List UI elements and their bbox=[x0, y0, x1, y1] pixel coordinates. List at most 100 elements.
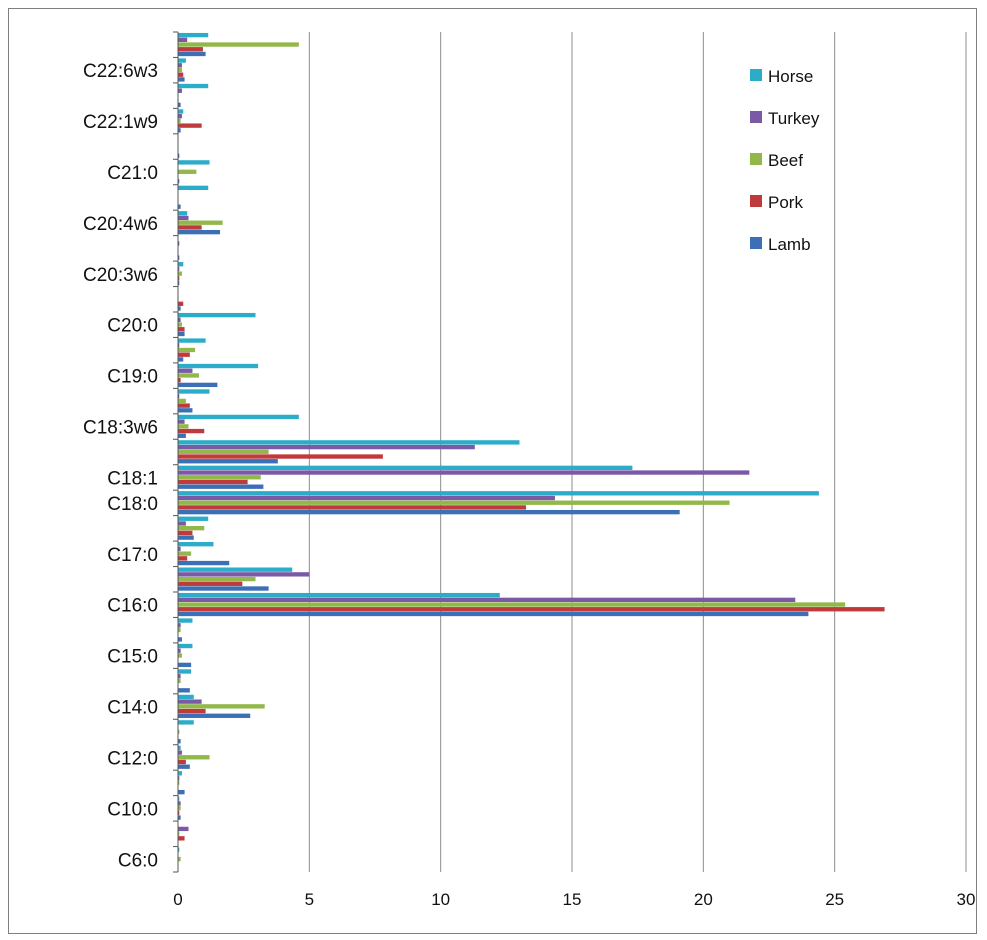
bar-lamb-c17-0 bbox=[178, 560, 230, 566]
bar-pork-c22-1w9 bbox=[178, 123, 202, 128]
bar-turkey-c18-3w6 bbox=[178, 419, 185, 424]
bar-turkey-c22-6w3 bbox=[178, 63, 182, 68]
bar-turkey-c14-0 bbox=[178, 699, 202, 704]
bar-beef-c15-1 bbox=[178, 627, 181, 633]
bar-lamb-c16-1 bbox=[178, 586, 269, 591]
bar-lamb-c20-0 bbox=[178, 331, 185, 337]
bar-horse-c20-4w6 bbox=[178, 211, 188, 216]
category-label-c19-0: C19:0 bbox=[107, 367, 158, 388]
bar-horse-c22-1w9 bbox=[178, 109, 184, 114]
category-label-c10-0: C10:0 bbox=[107, 799, 158, 820]
gridlines bbox=[308, 32, 967, 872]
bar-beef-c20-3w6 bbox=[178, 271, 182, 276]
bar-pork-c20-3w6 bbox=[178, 276, 180, 281]
category-label-c18-0: C18:0 bbox=[107, 494, 158, 515]
bar-lamb-c18-1 bbox=[178, 484, 264, 489]
bar-pork-c18-0 bbox=[178, 505, 527, 510]
bar-lamb-c22-5w3 bbox=[178, 51, 206, 57]
category-label-c15-0: C15:0 bbox=[107, 647, 158, 668]
bar-horse-c13-0 bbox=[178, 720, 194, 725]
legend-label-lamb: Lamb bbox=[768, 235, 811, 254]
bar-beef-c16-0 bbox=[178, 602, 846, 607]
bar-pork-c18-1 bbox=[178, 479, 248, 485]
bar-beef-c12-0 bbox=[178, 755, 210, 760]
bar-turkey-c20-2 bbox=[178, 241, 180, 246]
x-tick-label-20: 20 bbox=[694, 890, 713, 909]
bar-turkey-c18-0 bbox=[178, 495, 555, 501]
bar-turkey-c19-0 bbox=[178, 368, 193, 373]
bar-horse-c12-0 bbox=[178, 745, 181, 751]
bar-lamb-c15-0 bbox=[178, 662, 192, 668]
bar-turkey-c20-4w6 bbox=[178, 215, 189, 221]
legend-label-pork: Pork bbox=[768, 193, 803, 212]
bar-beef-c22-6w3 bbox=[178, 67, 182, 73]
bar-lamb-c22-2 bbox=[178, 102, 181, 108]
bar-beef-c20-0 bbox=[178, 322, 182, 327]
bar-lamb-c20-4w6 bbox=[178, 229, 221, 235]
bar-lamb-c12-0 bbox=[178, 764, 190, 769]
x-tick-label-0: 0 bbox=[173, 890, 182, 909]
bar-beef-c19-0 bbox=[178, 373, 200, 378]
bar-turkey-c18-3w3 bbox=[178, 394, 180, 399]
category-label-c6-0: C6:0 bbox=[118, 850, 158, 871]
bar-pork-c12-0 bbox=[178, 759, 186, 765]
bar-horse-c10-0 bbox=[178, 796, 180, 801]
x-tick-labels: 0 5 10 15 20 25 30 bbox=[173, 890, 975, 909]
x-tick-label-25: 25 bbox=[825, 890, 844, 909]
bar-pork-c10-0 bbox=[178, 810, 180, 816]
bar-beef-c16-1 bbox=[178, 576, 256, 582]
bar-horse-c20-0 bbox=[178, 312, 256, 318]
legend-swatch-horse bbox=[750, 69, 762, 81]
bar-turkey-c15-1 bbox=[178, 623, 181, 628]
bar-beef-c21-0 bbox=[178, 169, 197, 174]
bar-horse-c20-5w3 bbox=[178, 185, 209, 191]
bar-pork-c16-0 bbox=[178, 607, 885, 612]
legend-label-horse: Horse bbox=[768, 67, 813, 86]
bar-horse-c17-0 bbox=[178, 542, 214, 547]
bar-pork-c19-1 bbox=[178, 352, 190, 357]
bar-pork-c22-5w3 bbox=[178, 47, 203, 52]
bar-lamb-c18-2 bbox=[178, 459, 278, 464]
bar-pork-c18-2 bbox=[178, 454, 383, 459]
bar-horse-c6-0 bbox=[178, 847, 180, 852]
bar-turkey-c17-1 bbox=[178, 521, 186, 526]
bar-beef-c18-2 bbox=[178, 449, 269, 454]
bar-beef-c20-4w6 bbox=[178, 220, 223, 225]
bar-lamb-c13-0 bbox=[178, 739, 181, 744]
category-label-c18-3w6: C18:3w6 bbox=[83, 418, 158, 439]
bar-horse-c15-0 bbox=[178, 643, 193, 649]
bar-horse-c14-1 bbox=[178, 669, 192, 674]
bar-pork-c16-1 bbox=[178, 581, 243, 586]
bar-horse-c19-0 bbox=[178, 363, 259, 369]
bar-lamb-c14-0 bbox=[178, 713, 251, 718]
bar-beef-c18-3w3 bbox=[178, 398, 186, 404]
bar-horse-c11-0 bbox=[178, 771, 182, 776]
category-label-c22-1w9: C22:1w9 bbox=[83, 112, 158, 133]
bar-pork-c17-1 bbox=[178, 530, 193, 536]
bar-beef-c8-0 bbox=[178, 831, 180, 836]
bar-lamb-c22-6w3 bbox=[178, 77, 185, 82]
legend-label-turkey: Turkey bbox=[768, 109, 820, 128]
bar-lamb-c19-1 bbox=[178, 357, 184, 362]
bar-beef-c6-0 bbox=[178, 856, 181, 862]
category-label-c18-1: C18:1 bbox=[107, 468, 158, 489]
bar-turkey-c20-3w6 bbox=[178, 266, 180, 272]
bar-beef-c15-0 bbox=[178, 653, 182, 658]
bar-lamb-c14-1 bbox=[178, 688, 190, 693]
legend-swatch-turkey bbox=[750, 111, 762, 123]
bar-beef-c17-1 bbox=[178, 526, 205, 531]
bar-pork-c22-6w3 bbox=[178, 72, 184, 77]
bar-turkey-c20-0 bbox=[178, 317, 181, 322]
bar-horse-c18-3w3 bbox=[178, 389, 210, 394]
bar-horse-c21-0 bbox=[178, 160, 210, 165]
bar-turkey-c18-1 bbox=[178, 470, 750, 475]
bar-lamb-c18-3w6 bbox=[178, 433, 186, 438]
bar-horse-c17-1 bbox=[178, 516, 209, 521]
bar-horse-c22-2 bbox=[178, 83, 209, 89]
bar-lamb-c10-0 bbox=[178, 815, 181, 820]
legend-label-beef: Beef bbox=[768, 151, 803, 170]
bar-pork-c17-0 bbox=[178, 556, 188, 561]
x-tick-label-5: 5 bbox=[305, 890, 314, 909]
legend-swatch-lamb bbox=[750, 237, 762, 249]
bar-horse-c18-2 bbox=[178, 440, 520, 445]
